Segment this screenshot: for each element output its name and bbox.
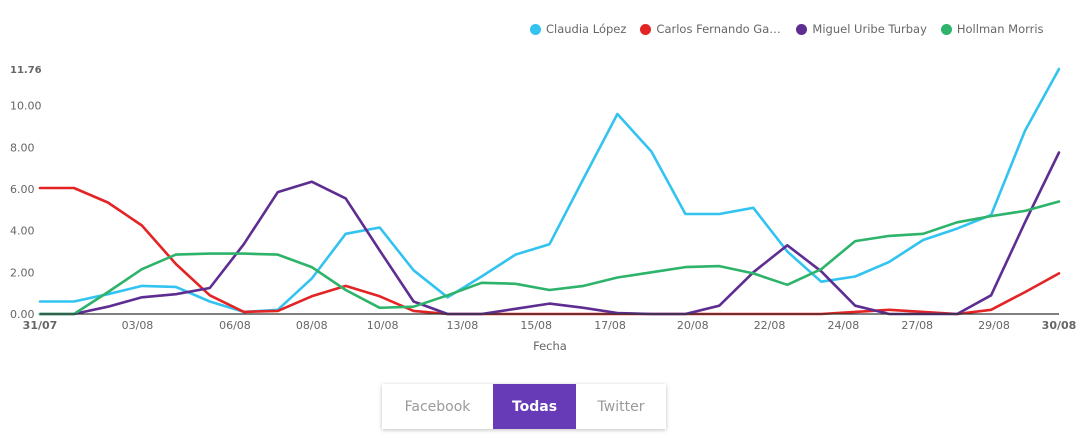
x-tick-label: 20/08	[677, 319, 709, 332]
y-tick-label: 11.76	[10, 65, 42, 76]
series-line-claudia-lopez	[38, 67, 1061, 314]
legend-dot-claudia-lopez	[530, 23, 541, 35]
x-tick-label: 27/08	[901, 319, 933, 332]
x-tick-label: 24/08	[828, 319, 860, 332]
legend-item-hollman-morris[interactable]: Hollman Morris	[940, 22, 1044, 36]
y-tick-label: 4.00	[10, 225, 35, 238]
legend-item-miguel-uribe-turbay[interactable]: Miguel Uribe Turbay	[796, 22, 927, 36]
y-tick-label: 2.00	[10, 266, 35, 279]
legend-dot-miguel-uribe-turbay	[796, 23, 808, 35]
x-tick-label: 08/08	[296, 319, 328, 332]
x-tick-label: 13/08	[447, 319, 479, 332]
legend-item-carlos-fernando-galan[interactable]: Carlos Fernando Galán	[640, 22, 782, 36]
x-tick-label: 10/08	[367, 319, 399, 332]
x-axis-title: Fecha	[533, 339, 567, 353]
x-tick-label: 06/08	[219, 319, 251, 332]
y-tick-label: 8.00	[10, 141, 35, 154]
legend-label-hollman-morris: Hollman Morris	[956, 22, 1044, 36]
x-tick-label: 03/08	[122, 319, 154, 332]
legend-label-carlos-fernando-galan: Carlos Fernando Galán	[656, 22, 783, 36]
x-tick-label: 29/08	[978, 319, 1010, 332]
twitter-tab[interactable]: Twitter	[597, 398, 645, 415]
source-toggle: Facebook Todas Twitter	[382, 384, 666, 429]
x-tick-label: 31/07	[23, 319, 58, 332]
legend-item-claudia-lopez[interactable]: Claudia López	[530, 22, 626, 36]
legend-label-claudia-lopez: Claudia López	[546, 22, 627, 36]
x-tick-label: 15/08	[520, 319, 552, 332]
chart-legend: Claudia López Carlos Fernando Galán Migu…	[530, 19, 1044, 39]
x-tick-label: 17/08	[594, 319, 626, 332]
todas-tab[interactable]: Todas	[493, 384, 576, 429]
legend-dot-carlos-fernando-galan	[640, 23, 652, 35]
x-tick-label: 22/08	[754, 319, 786, 332]
facebook-tab[interactable]: Facebook	[404, 398, 471, 415]
x-tick-label: 30/08	[1042, 319, 1077, 332]
line-chart: 0.00 2.00 4.00 6.00 8.00 10.00 11.76 31/07 03/08…	[10, 65, 1077, 353]
y-tick-label: 10.00	[10, 100, 42, 113]
y-tick-label: 6.00	[10, 183, 35, 196]
series-line-hollman-morris	[38, 200, 1061, 316]
legend-dot-hollman-morris	[940, 23, 952, 35]
legend-label-miguel-uribe-turbay: Miguel Uribe Turbay	[812, 22, 927, 36]
y-tick-label: 0.00	[10, 308, 35, 321]
